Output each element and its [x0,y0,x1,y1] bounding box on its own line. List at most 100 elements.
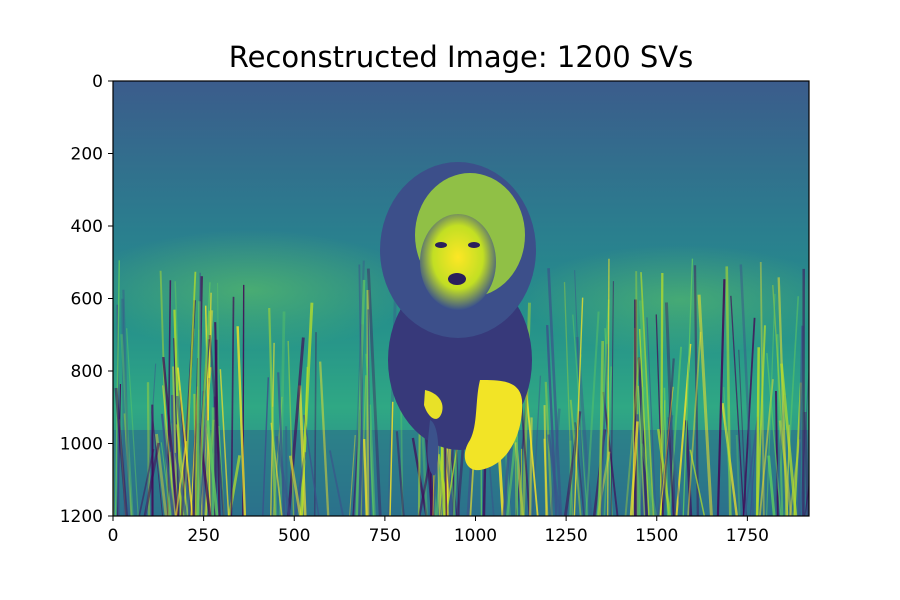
grass-blade [367,309,371,516]
grass-blade [636,414,644,516]
y-tick-label: 800 [71,362,103,382]
grass-blade [742,317,756,516]
grass-blade [121,298,126,516]
grass-blade [118,419,127,516]
grass-blade [637,387,645,516]
y-tick-label: 600 [71,290,103,310]
grass-blade [755,347,760,516]
image-area [113,81,809,516]
grass-blade [123,413,133,516]
grass-blade [777,277,788,516]
grass-blade [738,349,747,516]
grass-blade [569,399,582,516]
grass-blade [151,411,164,516]
grass-blade [624,357,641,516]
grass-blade [637,357,648,516]
grass-blade [756,325,766,516]
grass-blade [573,297,584,516]
grass-blade [159,270,170,516]
grass-blade [287,337,305,516]
grass-blade [358,264,365,516]
grass-blade [697,294,713,516]
y-tick-label: 1000 [60,435,103,455]
grass-blade [693,265,700,516]
grass-blade [160,442,172,516]
grass-blade [803,411,809,516]
grass-blade [275,435,292,516]
grass-blade [786,424,790,516]
y-axis: 0 200 400 600 800 1000 1200 [60,72,113,527]
grass-blade [610,281,614,516]
grass-blade [659,386,674,516]
grass-blade [544,381,553,516]
y-tick-label: 400 [71,217,103,237]
grass-blade [218,426,225,516]
y-tick-label: 1200 [60,507,103,527]
grass-blade [161,385,176,516]
grass-blade [661,358,675,516]
grass-blade [689,449,706,516]
grass-blade [445,439,460,516]
grass-blade [716,279,726,516]
grass-blade [629,421,639,516]
grass-blade [230,296,235,516]
lion-back-leg [424,390,443,419]
grass-blade [784,296,800,516]
grass-blade [366,268,382,516]
grass-blade [270,422,283,516]
chart-title: Reconstructed Image: 1200 SVs [229,40,694,74]
grass-blade [797,325,804,516]
x-axis: 0 250 500 750 1000 1250 1500 1750 [108,516,769,546]
grass-blade [145,363,157,516]
grass-blade [208,335,225,516]
grass-blade [520,448,523,516]
grass-blade [804,482,809,516]
grass-blade [271,406,278,516]
grass-glow-left [113,230,420,350]
lion-front-leg [464,380,523,471]
grass-blades [113,258,809,516]
grass-blade [640,443,658,516]
grass-glow-right [520,245,809,355]
grass-blade [532,375,542,516]
grass-blade [528,417,533,516]
grass-blade [543,405,548,516]
grass-blade [684,420,693,516]
grass-blade [637,385,646,516]
grass-blade [682,258,694,516]
grass-blade [236,326,247,516]
grass-blade [638,328,650,516]
grass-blade [319,361,330,516]
grass-blade [776,334,784,516]
y-tick-label: 0 [92,72,103,92]
x-tick-label: 250 [187,526,219,546]
grass-blade [288,455,302,516]
grass-blade [277,372,286,516]
grass-blade [298,385,307,516]
grass-blade [214,322,221,516]
grass-blade [668,429,675,516]
grass-blade [301,366,309,516]
grass-blade [173,338,180,516]
grass-blade [190,386,198,516]
grass-blade [262,377,270,516]
grass-blade [725,266,732,516]
grass-blade [126,328,139,516]
grass-blade [219,369,230,516]
grass-blade [749,432,758,516]
grass-blade [363,439,368,516]
grass-blade [206,420,219,516]
lion-nose [448,273,466,285]
grass-blade [730,295,745,516]
grass-blade [176,367,194,516]
grass-blade [160,413,175,516]
grass-blade [138,448,155,516]
grass-blade [766,293,776,516]
grass-blade [547,268,563,516]
x-tick-label: 1000 [454,526,497,546]
grass-blade [114,260,121,516]
grass-blade [287,340,295,516]
grass-blade [780,363,798,516]
grass-blade [607,258,610,516]
grass-blade [114,387,129,516]
